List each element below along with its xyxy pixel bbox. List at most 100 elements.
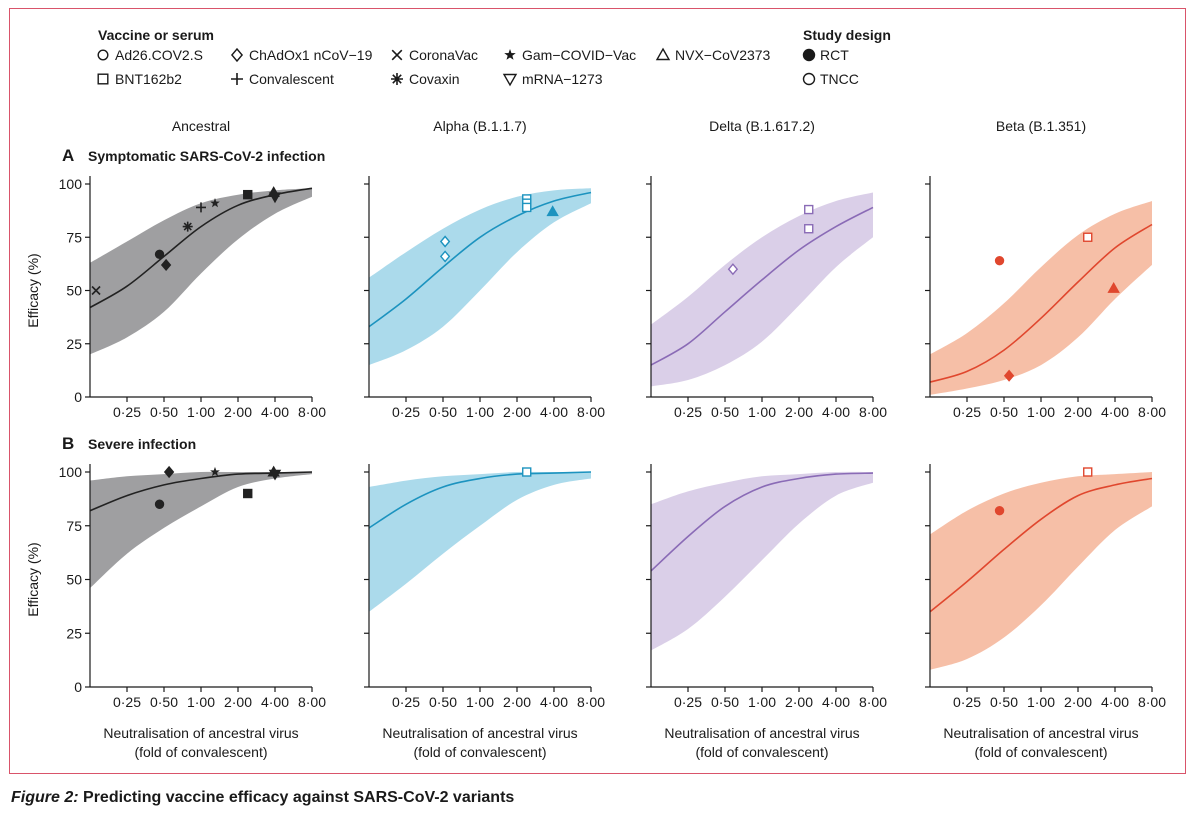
y-tick-label: 0 (74, 389, 82, 405)
legend-label: Gam−COVID−Vac (522, 47, 636, 63)
data-point (154, 249, 165, 259)
y-tick-label: 0 (74, 679, 82, 695)
data-point (1107, 281, 1120, 293)
legend-marker-asterisk (391, 73, 403, 85)
x-axis-label-line1: Neutralisation of ancestral virus (103, 725, 298, 741)
x-tick-label: 1·00 (1027, 694, 1055, 710)
x-tick-label: 4·00 (822, 404, 850, 420)
x-tick-label: 2·00 (1064, 404, 1092, 420)
data-point (1083, 467, 1093, 477)
x-tick-label: 1·00 (748, 404, 776, 420)
data-point (210, 197, 220, 208)
data-point (267, 186, 280, 197)
data-point (91, 285, 101, 296)
x-tick-label: 0·25 (674, 404, 702, 420)
legend-design-label: TNCC (820, 71, 859, 87)
x-tick-label: 0·25 (953, 694, 981, 710)
x-tick-label: 1·00 (748, 694, 776, 710)
legend-label: Ad26.COV2.S (115, 47, 203, 63)
legend-item: Ad26.COV2.S (97, 47, 203, 63)
y-tick-label: 25 (66, 625, 82, 641)
data-point (210, 466, 220, 477)
x-tick-label: 8·00 (1138, 694, 1166, 710)
confidence-band (651, 192, 873, 387)
legend-marker-triangle-up (655, 47, 671, 61)
legend-marker-square (97, 73, 109, 85)
x-tick-label: 0·50 (990, 694, 1018, 710)
x-tick-label: 0·25 (953, 404, 981, 420)
x-tick-label: 8·00 (1138, 404, 1166, 420)
legend-title-design: Study design (803, 27, 891, 43)
row-letter: A (62, 146, 74, 165)
x-axis-label-line2: (fold of convalescent) (134, 744, 267, 760)
legend-item: Convalescent (231, 71, 334, 87)
x-tick-label: 8·00 (298, 404, 326, 420)
x-tick-label: 4·00 (822, 694, 850, 710)
x-axis-label-line2: (fold of convalescent) (695, 744, 828, 760)
legend-item: BNT162b2 (97, 71, 182, 87)
figure-frame (9, 8, 1186, 774)
x-axis-label-line1: Neutralisation of ancestral virus (382, 725, 577, 741)
x-axis-label-line1: Neutralisation of ancestral virus (943, 725, 1138, 741)
data-point (160, 258, 172, 272)
data-point (727, 263, 739, 276)
confidence-band (369, 471, 591, 612)
x-tick-label: 0·50 (429, 404, 457, 420)
efficacy-figure: Vaccine or serum Ad26.COV2.S ChAdOx1 nCoV−… (25, 27, 1166, 760)
data-point (182, 221, 193, 232)
data-point (267, 465, 280, 477)
legend-item: NVX−CoV2373 (655, 47, 771, 63)
legend-item: Gam−COVID−Vac (504, 47, 636, 63)
x-tick-label: 2·00 (503, 694, 531, 710)
x-tick-label: 4·00 (261, 404, 289, 420)
confidence-band (369, 188, 591, 366)
x-tick-label: 4·00 (261, 694, 289, 710)
y-axis-label: Efficacy (%) (25, 542, 41, 616)
x-tick-label: 4·00 (540, 404, 568, 420)
x-tick-label: 8·00 (577, 694, 605, 710)
legend-marker-plus (231, 73, 243, 85)
data-point (1003, 369, 1015, 382)
data-point (163, 465, 175, 479)
figure-caption: Figure 2: Predicting vaccine efficacy ag… (11, 789, 514, 807)
legend-label: Convalescent (249, 71, 334, 87)
legend-label: CoronaVac (409, 47, 478, 63)
legend-item: mRNA−1273 (502, 71, 603, 87)
legend-item: Covaxin (391, 71, 460, 87)
legend-marker-circle (97, 49, 109, 61)
y-tick-label: 25 (66, 336, 82, 352)
data-point (439, 250, 451, 263)
legend-design-item: TNCC (802, 71, 859, 87)
data-point (804, 204, 814, 215)
x-tick-label: 0·25 (113, 404, 141, 420)
legend-label: NVX−CoV2373 (675, 47, 771, 63)
confidence-band (90, 188, 312, 355)
confidence-band (651, 471, 873, 651)
y-tick-label: 75 (66, 229, 82, 245)
data-point (196, 202, 206, 213)
x-tick-label: 0·25 (113, 694, 141, 710)
fitted-curve (929, 477, 1153, 613)
data-point (243, 189, 253, 200)
legend-design-label: RCT (820, 47, 849, 63)
fitted-curve (368, 191, 592, 328)
column-header: Ancestral (172, 118, 230, 134)
x-tick-label: 0·50 (150, 404, 178, 420)
data-point (439, 235, 451, 248)
column-header: Alpha (B.1.1.7) (433, 118, 526, 134)
x-tick-label: 1·00 (187, 404, 215, 420)
data-point (1083, 232, 1093, 242)
y-tick-label: 100 (59, 464, 83, 480)
x-tick-label: 2·00 (785, 404, 813, 420)
x-tick-label: 8·00 (859, 694, 887, 710)
x-tick-label: 0·50 (711, 694, 739, 710)
x-tick-label: 0·50 (429, 694, 457, 710)
y-tick-label: 75 (66, 518, 82, 534)
x-tick-label: 0·50 (150, 694, 178, 710)
fitted-curve (650, 206, 874, 366)
x-axis-label-line2: (fold of convalescent) (974, 744, 1107, 760)
row-letter: B (62, 434, 74, 453)
fitted-curve (368, 471, 592, 529)
x-tick-label: 1·00 (1027, 404, 1055, 420)
confidence-band (90, 471, 312, 589)
